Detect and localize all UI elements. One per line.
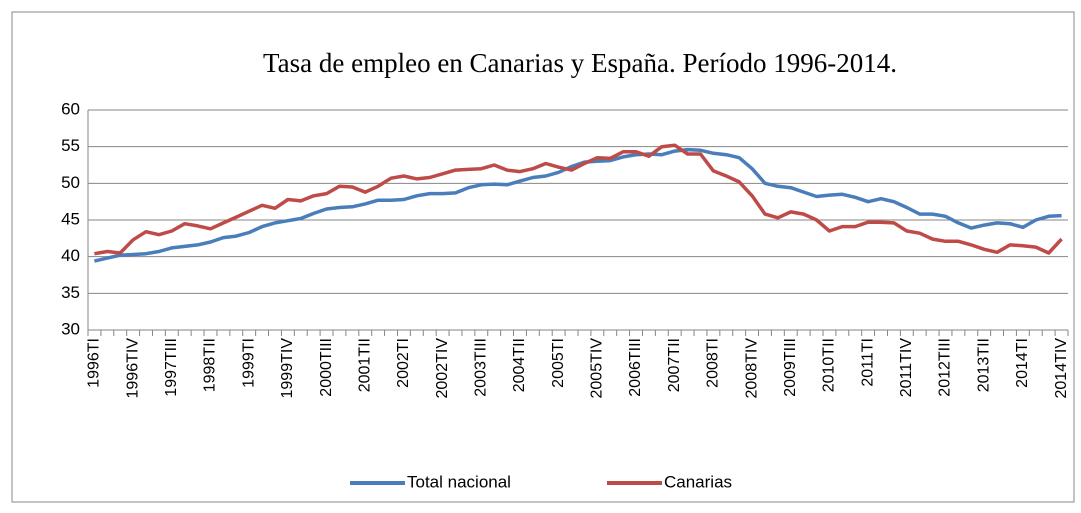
x-tick-label: 2000TIII xyxy=(318,338,335,397)
y-tick-label: 55 xyxy=(61,136,80,155)
series-line xyxy=(94,143,1063,256)
x-tick-label: 2002TIV xyxy=(434,338,451,399)
x-tick-label: 2010TII xyxy=(821,338,838,392)
x-tick-label: 2003TIII xyxy=(473,338,490,397)
y-tick-label: 40 xyxy=(61,246,80,265)
x-tick-label: 2012TIII xyxy=(937,338,954,397)
y-tick-label: 45 xyxy=(61,209,80,228)
x-tick-label: 1996TIV xyxy=(124,338,141,399)
x-tick-label: 2006TIII xyxy=(627,338,644,397)
legend-label: Total nacional xyxy=(407,472,511,491)
x-tick-label: 1999TI xyxy=(240,338,257,388)
y-tick-label: 50 xyxy=(61,173,80,192)
x-tick-label: 2011TIV xyxy=(898,338,915,398)
series-line xyxy=(94,147,1062,263)
x-tick-label: 1996TI xyxy=(86,338,103,388)
legend-label: Canarias xyxy=(664,472,732,491)
x-tick-label: 2014TIV xyxy=(1053,338,1070,399)
x-tick-label: 2002TI xyxy=(395,338,412,388)
x-tick-label: 2001TII xyxy=(356,338,373,392)
x-tick-label: 2011TI xyxy=(859,338,876,387)
chart-title: Tasa de empleo en Canarias y España. Per… xyxy=(263,48,897,78)
x-tick-label: 2013TII xyxy=(975,338,992,392)
x-tick-label: 2005TIV xyxy=(589,338,606,399)
x-tick-label: 2009TIII xyxy=(782,338,799,397)
x-tick-label: 2014TI xyxy=(1014,338,1031,388)
x-tick-label: 2004TII xyxy=(511,338,528,392)
x-tick-label: 2008TI xyxy=(705,338,722,388)
x-tick-label: 1999TIV xyxy=(279,338,296,399)
x-tick-label: 2005TI xyxy=(550,338,567,388)
y-tick-label: 35 xyxy=(61,283,80,302)
x-tick-label: 1997TIII xyxy=(163,338,180,397)
y-tick-label: 60 xyxy=(61,99,80,118)
x-tick-label: 1998TII xyxy=(202,338,219,392)
x-tick-label: 2008TIV xyxy=(743,338,760,399)
y-tick-label: 30 xyxy=(61,319,80,338)
x-tick-label: 2007TII xyxy=(666,338,683,392)
